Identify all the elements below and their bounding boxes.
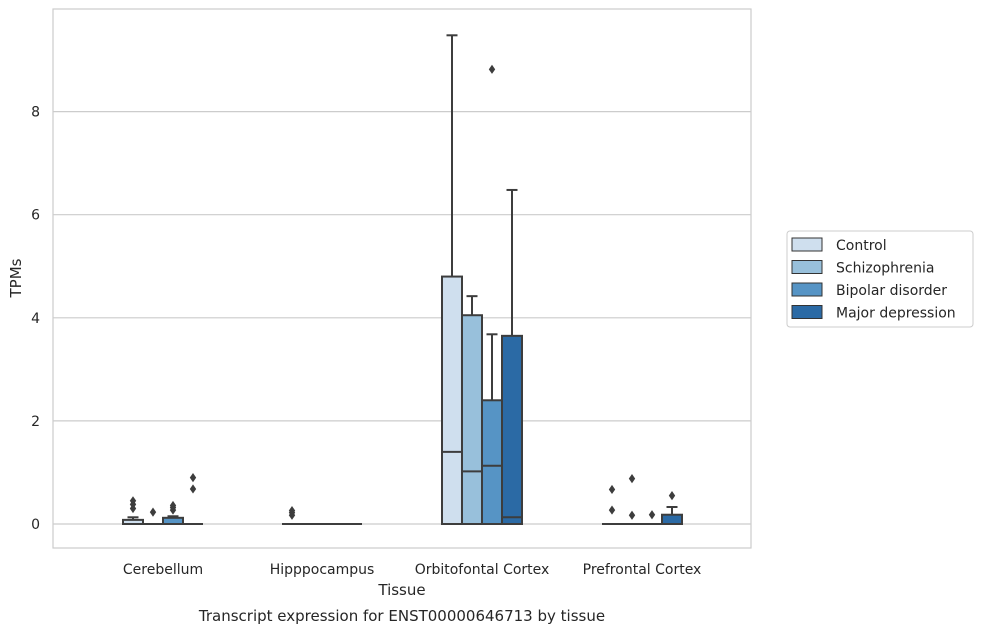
outlier-point [628,474,636,484]
box-bipolar-disorder [162,500,184,526]
outlier-point [488,64,496,74]
box-body [441,275,463,525]
y-tick-label: 6 [31,208,40,224]
outlier-point [648,510,656,520]
outlier-point [149,507,157,517]
box-body [501,334,523,525]
x-tick-label: Prefrontal Cortex [583,562,702,578]
y-tick-label: 4 [31,311,40,327]
box-body [661,513,683,526]
legend-swatch [791,237,823,252]
box-major-depression [501,188,523,525]
box-body [481,399,503,525]
box-plot-marks [122,34,683,526]
legend-label: Control [836,238,887,254]
x-tick-label: Orbitofontal Cortex [415,562,550,578]
x-tick-labels: Cerebellum Hipppocampus Orbitofontal Corte… [123,562,701,578]
box-major-depression [183,473,203,525]
legend-label: Bipolar disorder [836,283,947,299]
x-axis-label: Tissue [377,581,425,599]
box-control [602,484,622,525]
outlier-point [129,496,137,506]
chart-title: Transcript expression for ENST0000064671… [198,607,605,625]
outlier-point [608,484,616,495]
box-bipolar-disorder [481,64,503,525]
outlier-point [288,505,296,516]
legend: Control Schizophrenia Bipolar disorder Majo… [786,230,974,328]
y-tick-label: 2 [31,414,40,430]
legend-swatch [791,305,823,319]
box-control [122,496,144,525]
x-tick-label: Cerebellum [123,562,203,578]
outlier-point [189,473,197,483]
legend-label: Major depression [836,306,956,322]
outlier-point [608,505,616,515]
box-schizophrenia [143,507,163,525]
box-control [282,505,302,525]
plot-area-frame [52,8,752,549]
x-tick-label: Hipppocampus [270,562,375,578]
box-major-depression [661,491,683,526]
y-tick-label: 0 [31,517,40,533]
box-schizophrenia [622,474,642,525]
y-tick-label: 8 [31,105,40,121]
y-tick-labels: 0 2 4 6 8 [31,105,40,533]
outlier-point [169,500,177,511]
legend-swatch [791,282,823,297]
outlier-point [668,491,676,501]
legend-frame [786,230,974,328]
box-schizophrenia [461,295,483,525]
legend-swatch [791,260,823,274]
legend-label: Schizophrenia [836,261,934,277]
box-bipolar-disorder [642,510,662,525]
box-body [461,314,483,525]
outlier-point [189,484,197,494]
outlier-point [628,510,636,520]
y-axis-label: TPMs [7,258,25,298]
